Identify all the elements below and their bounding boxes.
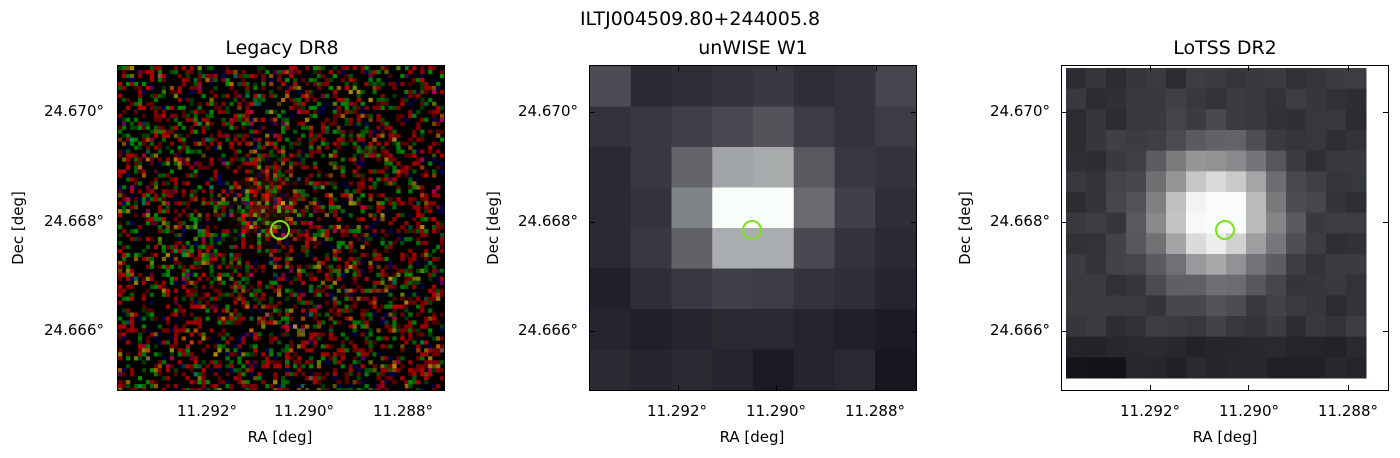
y-tick-label: 24.668° <box>44 212 104 230</box>
y-tick-label: 24.670° <box>990 102 1050 120</box>
x-tick-label: 11.288° <box>845 402 905 420</box>
y-tick-label: 24.670° <box>518 102 578 120</box>
x-tick-label: 11.288° <box>373 402 433 420</box>
panel-title: LoTSS DR2 <box>1173 37 1277 59</box>
figure-title: ILTJ004509.80+244005.8 <box>579 8 821 30</box>
x-axis-label: RA [deg] <box>719 428 785 446</box>
source-marker-icon <box>270 220 290 240</box>
x-axis-label: RA [deg] <box>1192 428 1258 446</box>
x-tick-label: 11.288° <box>1318 402 1378 420</box>
source-marker-icon <box>742 220 762 240</box>
panel-title: Legacy DR8 <box>225 37 339 59</box>
x-tick-label: 11.292° <box>647 402 707 420</box>
y-tick-label: 24.666° <box>518 321 578 339</box>
image-unwise <box>589 65 917 391</box>
x-tick-label: 11.290° <box>746 402 806 420</box>
image-lotss <box>1061 65 1389 391</box>
y-tick-label: 24.670° <box>44 102 104 120</box>
x-tick-label: 11.292° <box>177 402 237 420</box>
x-tick-label: 11.290° <box>274 402 334 420</box>
x-tick-label: 11.290° <box>1219 402 1279 420</box>
y-tick-label: 24.666° <box>44 321 104 339</box>
x-tick-label: 11.292° <box>1120 402 1180 420</box>
image-legacy <box>117 65 445 391</box>
x-axis-label: RA [deg] <box>247 428 313 446</box>
y-tick-label: 24.668° <box>518 212 578 230</box>
y-tick-label: 24.666° <box>990 321 1050 339</box>
source-marker-icon <box>1215 220 1235 240</box>
y-tick-label: 24.668° <box>990 212 1050 230</box>
panel-title: unWISE W1 <box>698 37 808 59</box>
